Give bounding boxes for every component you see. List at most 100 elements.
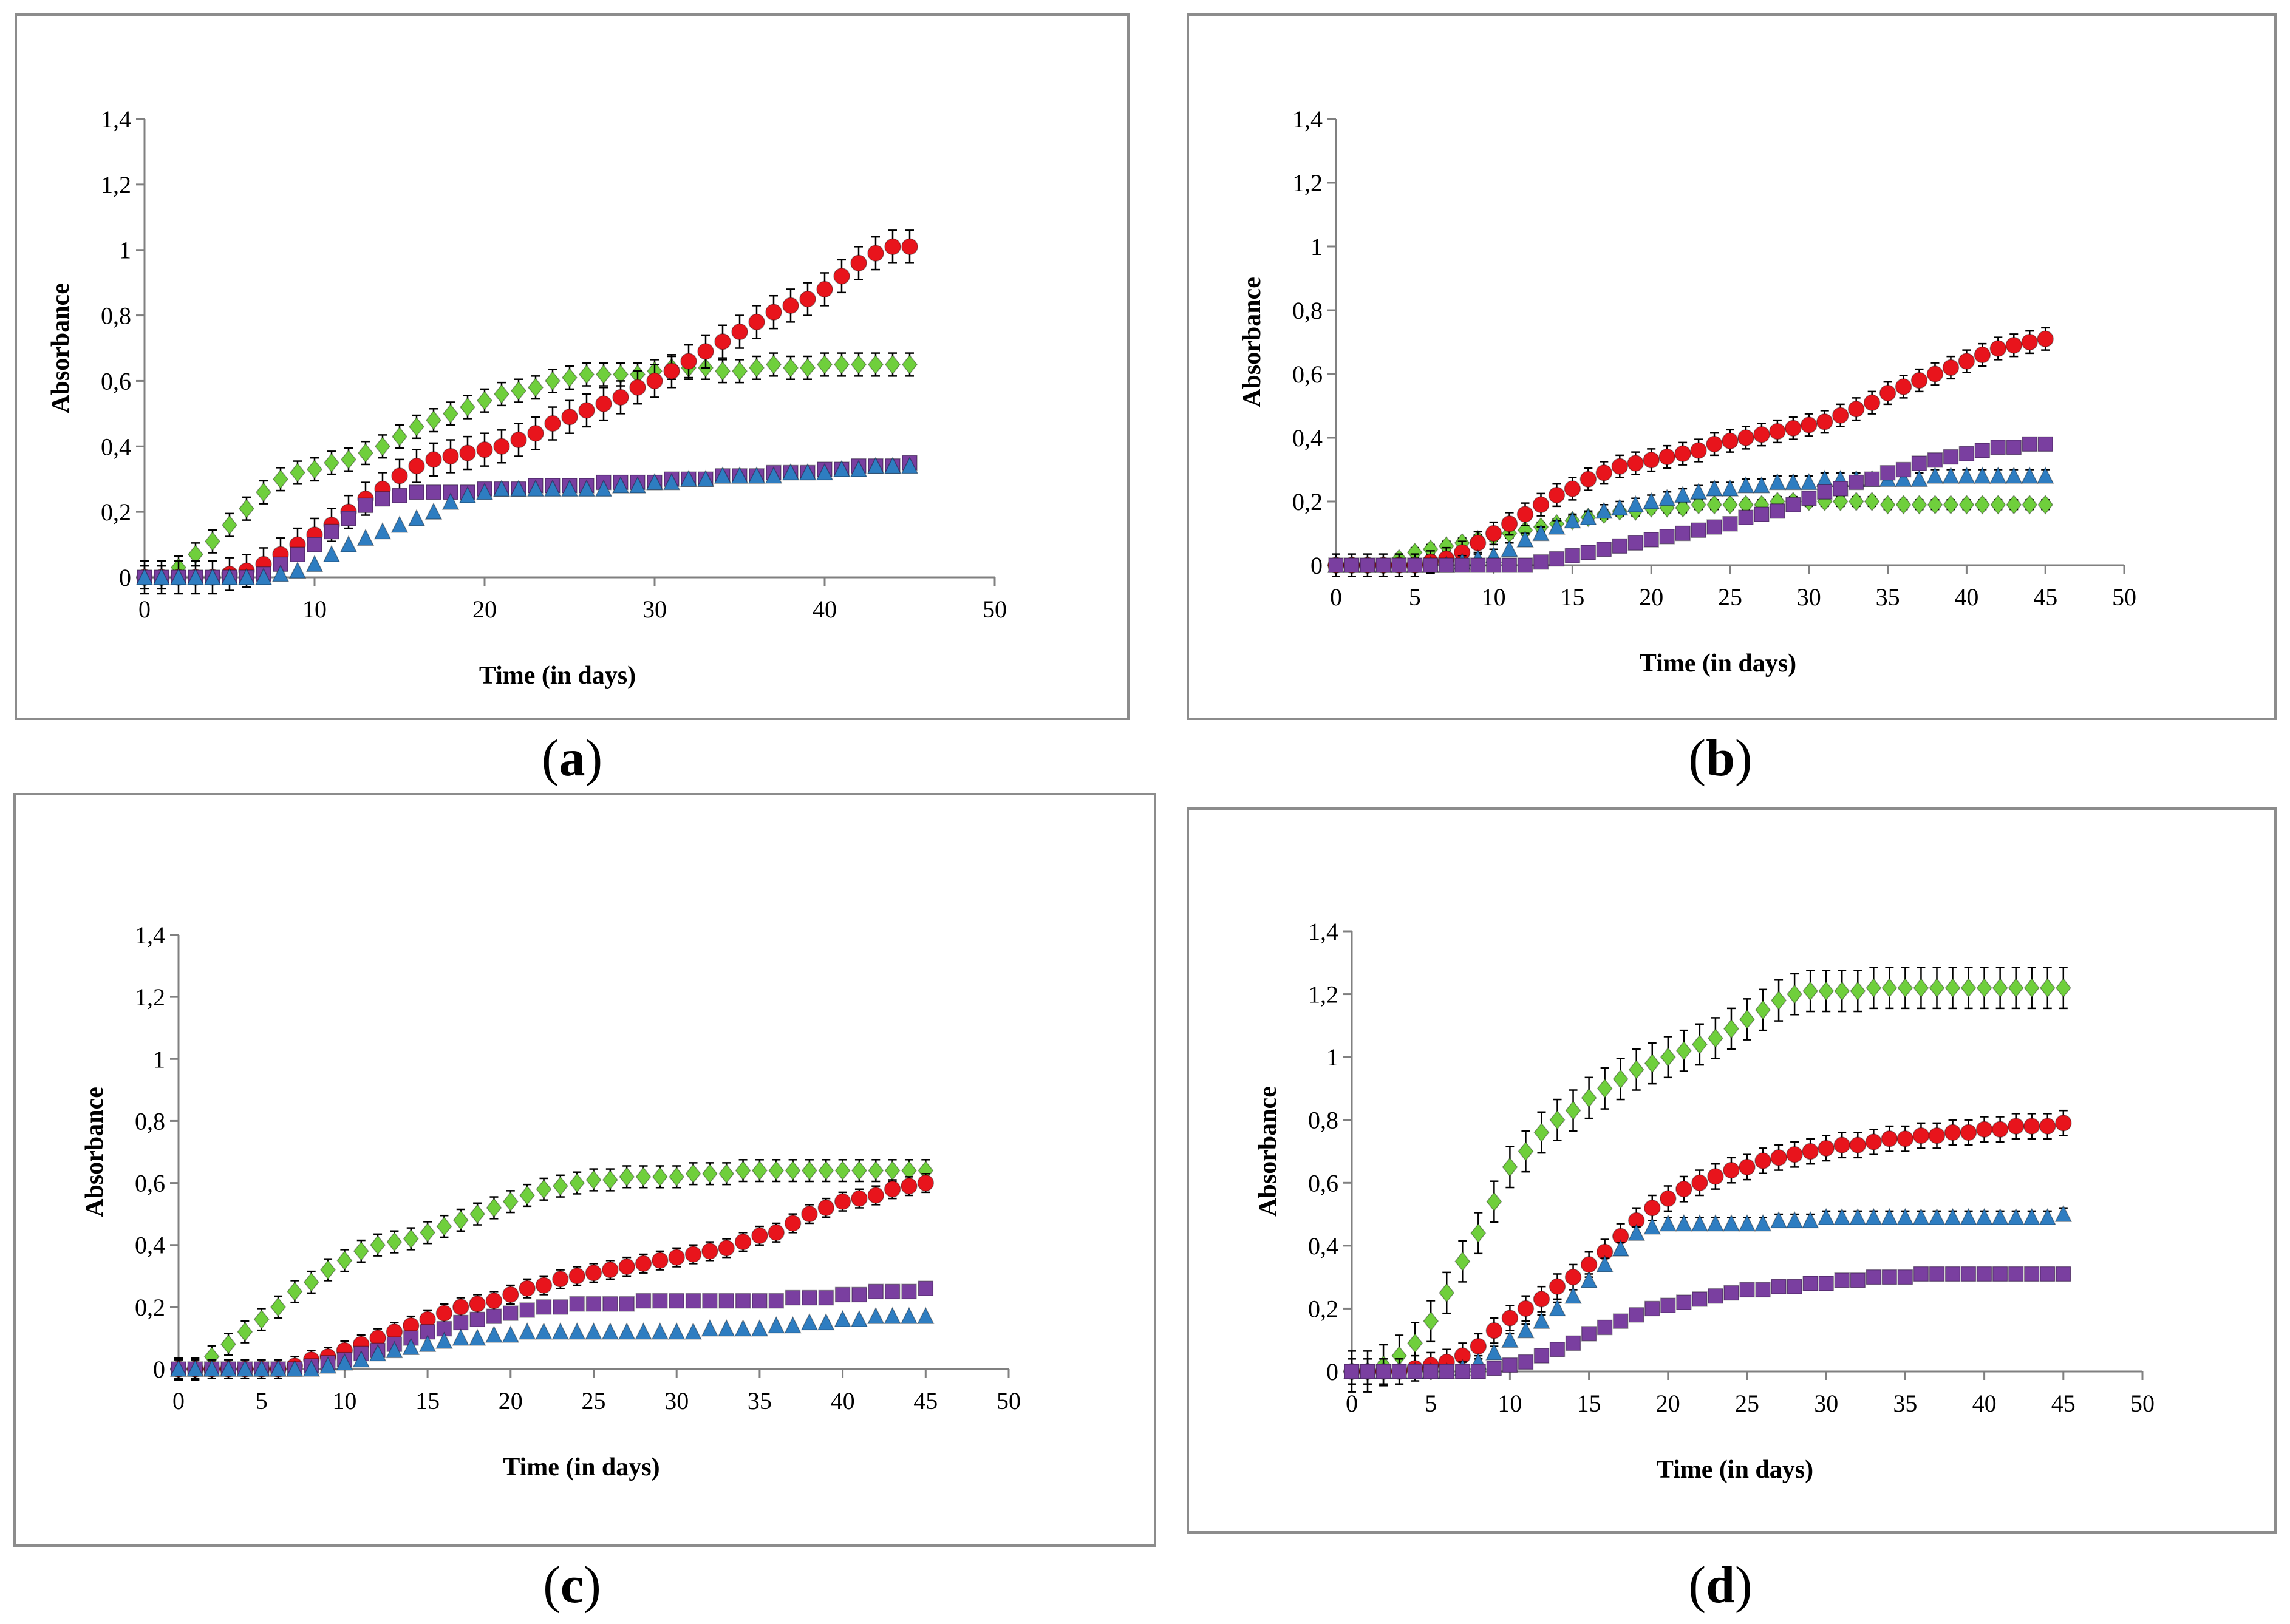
data-point-circle (850, 254, 867, 272)
data-point-square (619, 1296, 635, 1312)
data-point-triangle (1580, 1271, 1598, 1288)
data-point-diamond (1612, 1069, 1629, 1089)
data-point-diamond (635, 1167, 652, 1187)
x-tick-label: 10 (1482, 583, 1506, 611)
data-point-circle (408, 457, 425, 475)
data-point-circle (435, 1305, 453, 1322)
data-point-diamond (749, 358, 765, 378)
data-point-triangle (390, 515, 409, 533)
data-point-triangle (1785, 1211, 1804, 1229)
data-point-triangle (731, 466, 749, 484)
data-point-circle (1660, 1190, 1677, 1207)
data-point-circle (1863, 394, 1881, 411)
data-point-triangle (850, 460, 868, 477)
data-point-circle (2007, 1118, 2025, 1135)
data-point-triangle (1674, 485, 1692, 503)
data-point-circle (1595, 464, 1613, 481)
data-point-diamond (1929, 978, 1945, 998)
data-point-diamond (1911, 495, 1927, 515)
data-point-diamond (1597, 1078, 1613, 1099)
data-point-diamond (358, 443, 373, 463)
y-tick-label: 0 (1326, 1358, 1338, 1385)
data-point-triangle (203, 1359, 220, 1377)
data-point-square (1533, 554, 1549, 570)
data-point-circle (851, 1190, 868, 1207)
data-point-diamond (1675, 1041, 1692, 1061)
data-point-triangle (441, 492, 460, 510)
x-tick-label: 25 (1718, 583, 1742, 611)
data-point-square (1517, 557, 1533, 573)
data-point-circle (452, 1299, 469, 1316)
x-tick-label: 50 (2130, 1390, 2155, 1417)
data-point-circle (884, 238, 901, 256)
data-point-triangle (1865, 1208, 1883, 1225)
data-point-square (469, 1311, 485, 1328)
data-point-triangle (1564, 1286, 1582, 1304)
data-point-square (1485, 557, 1502, 573)
data-point-circle (391, 467, 408, 484)
data-point-triangle (1975, 1208, 1993, 1225)
data-point-circle (1580, 1256, 1598, 1273)
data-point-triangle (1926, 466, 1944, 484)
data-point-triangle (402, 1337, 420, 1355)
series-red-circle (1343, 1109, 2072, 1385)
data-point-diamond (1407, 1333, 1423, 1353)
data-point-circle (527, 424, 544, 442)
data-point-triangle (1849, 1208, 1867, 1225)
data-point-square (1787, 1279, 1802, 1294)
data-point-square (1974, 443, 1991, 458)
data-point-square (453, 1314, 469, 1331)
data-point-triangle (286, 1359, 304, 1377)
data-point-square (290, 546, 305, 562)
data-point-diamond (1691, 495, 1707, 515)
data-point-triangle (544, 479, 562, 497)
data-point-diamond (307, 459, 322, 480)
data-point-triangle (768, 1316, 785, 1334)
data-point-diamond (1470, 1223, 1487, 1243)
data-point-triangle (1659, 1214, 1677, 1232)
data-point-diamond (552, 1176, 568, 1196)
data-point-diamond (1850, 981, 1866, 1001)
data-point-triangle (1928, 1208, 1946, 1225)
data-point-triangle (900, 1306, 918, 1324)
x-tick-label: 25 (582, 1387, 606, 1415)
data-point-diamond (783, 358, 799, 378)
data-point-diamond (237, 1322, 253, 1342)
x-tick-label: 20 (499, 1387, 523, 1415)
data-point-circle (663, 362, 680, 379)
data-point-circle (799, 290, 816, 308)
data-point-square (1864, 471, 1880, 487)
data-point-triangle (322, 545, 341, 562)
data-point-diamond (1502, 1157, 1518, 1177)
data-point-circle (1816, 413, 1833, 430)
data-point-circle (519, 1280, 536, 1297)
x-tick-label: 0 (1346, 1390, 1358, 1417)
data-point-circle (568, 1268, 585, 1285)
data-point-square (1850, 1272, 1866, 1288)
data-point-triangle (1753, 476, 1771, 494)
data-point-triangle (492, 479, 511, 497)
y-tick-label: 1 (119, 237, 131, 264)
data-point-diamond (1992, 978, 2008, 998)
data-point-square (1344, 1364, 1360, 1379)
data-point-diamond (2037, 495, 2054, 515)
data-point-circle (1469, 534, 1487, 551)
data-point-circle (1722, 432, 1739, 449)
data-point-square (1832, 481, 1849, 497)
data-point-square (1771, 1279, 1787, 1294)
subfigure-label-c: (c) (543, 1555, 601, 1614)
data-point-triangle (714, 466, 732, 484)
data-point-square (1328, 557, 1344, 573)
data-point-triangle (1516, 530, 1534, 548)
data-point-triangle (509, 479, 528, 497)
data-point-diamond (270, 1297, 287, 1317)
data-point-square (702, 1293, 718, 1309)
data-point-square (669, 1293, 684, 1309)
x-tick-label: 25 (1735, 1390, 1759, 1417)
data-point-circle (1501, 1310, 1519, 1327)
y-tick-label: 0,2 (1308, 1295, 1338, 1322)
data-point-diamond (902, 355, 918, 375)
data-point-diamond (290, 463, 305, 483)
data-point-circle (1753, 426, 1770, 443)
data-point-circle (1706, 435, 1723, 453)
